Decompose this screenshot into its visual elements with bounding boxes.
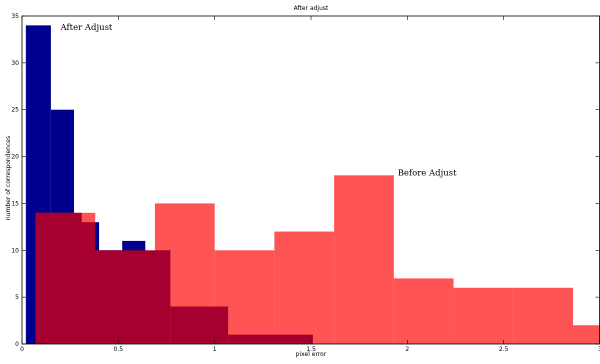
chart-title: After adjust — [294, 5, 329, 12]
x-axis-title: pixel error — [296, 351, 327, 358]
x-tick-label: 0 — [20, 346, 24, 353]
histogram-bar — [228, 334, 313, 344]
histogram-bar — [573, 325, 600, 344]
y-tick-label: 25 — [11, 107, 19, 114]
histogram-bar — [170, 306, 229, 344]
annotation-label: Before Adjust — [398, 169, 457, 179]
histogram-bars — [25, 25, 600, 344]
histogram-bar — [127, 250, 171, 344]
x-tick-label: 1.5 — [306, 346, 316, 353]
chart-annotations: After Adjust Before Adjust — [60, 23, 458, 178]
histogram-bar — [274, 231, 335, 344]
y-axis-title: number of correspondences — [5, 136, 12, 220]
annotation-label: After Adjust — [60, 23, 113, 33]
y-tick-label: 15 — [11, 200, 19, 207]
y-tick-label: 10 — [11, 247, 19, 254]
axis-ticks: 00.511.522.5305101520253035 — [11, 13, 600, 353]
x-tick-label: 2 — [405, 346, 409, 353]
y-tick-label: 30 — [11, 60, 19, 67]
histogram-bar — [453, 287, 514, 344]
histogram-bar — [513, 287, 574, 344]
histogram-bar — [393, 278, 454, 344]
histogram-bar — [81, 250, 128, 344]
y-tick-label: 0 — [15, 341, 19, 348]
y-tick-label: 35 — [11, 13, 19, 20]
x-tick-label: 1 — [213, 346, 217, 353]
y-tick-label: 20 — [11, 154, 19, 161]
x-tick-label: 0.5 — [114, 346, 124, 353]
x-tick-label: 3 — [598, 346, 600, 353]
x-tick-label: 2.5 — [499, 346, 509, 353]
histogram-bar — [334, 175, 394, 344]
histogram-bar — [35, 212, 82, 344]
y-tick-label: 5 — [15, 294, 19, 301]
